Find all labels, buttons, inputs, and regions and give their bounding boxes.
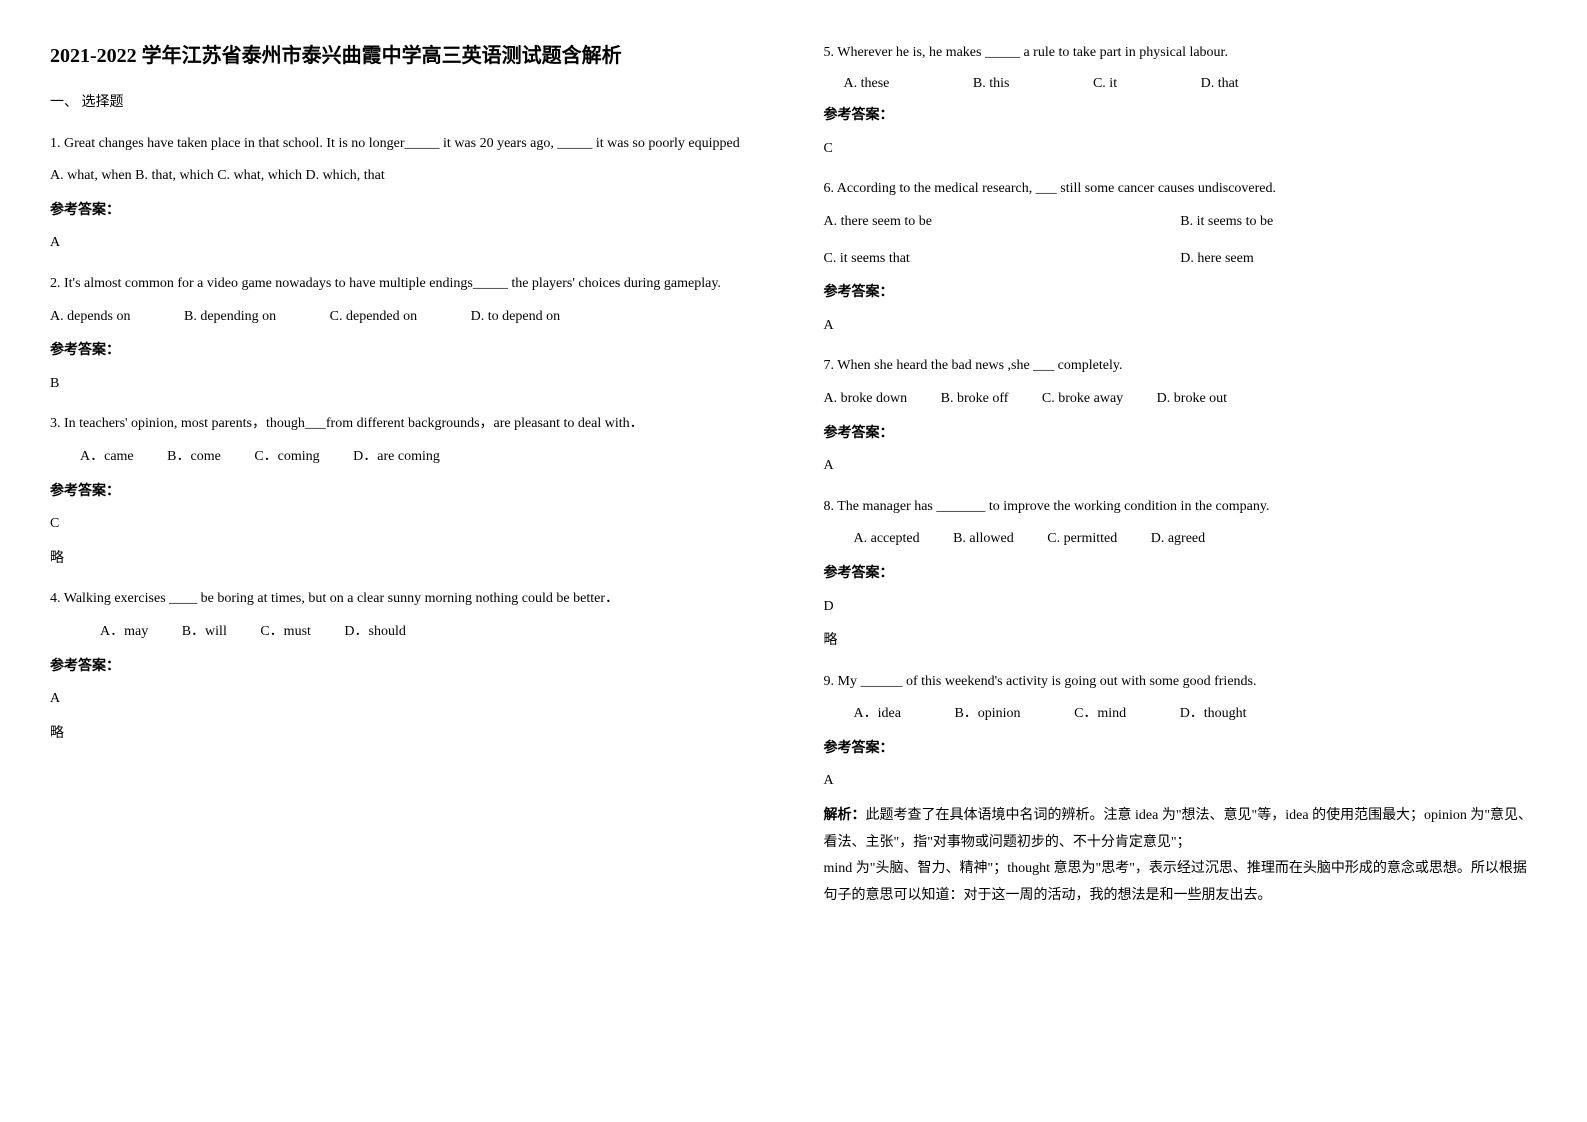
answer-label: 参考答案： — [824, 736, 1538, 763]
q3-text: 3. In teachers' opinion, most parents，th… — [50, 411, 764, 438]
q9-optB: B．opinion — [954, 701, 1020, 728]
q4-optD: D．should — [344, 619, 405, 646]
q6-optA: A. there seem to be — [824, 209, 1181, 236]
section-heading: 一、 选择题 — [50, 90, 764, 117]
q5-optA: A. these — [844, 71, 890, 98]
q4-optC: C．must — [260, 619, 311, 646]
left-column: 2021-2022 学年江苏省泰州市泰兴曲霞中学高三英语测试题含解析 一、 选择… — [50, 40, 764, 923]
q9-explain2: mind 为"头脑、智力、精神"；thought 意思为"思考"，表示经过沉思、… — [824, 856, 1538, 909]
q4-text: 4. Walking exercises ____ be boring at t… — [50, 586, 764, 613]
question-2: 2. It's almost common for a video game n… — [50, 271, 764, 397]
q9-optD: D．thought — [1180, 701, 1247, 728]
question-1: 1. Great changes have taken place in tha… — [50, 131, 764, 257]
q6-answer: A — [824, 313, 1538, 340]
question-9: 9. My ______ of this weekend's activity … — [824, 669, 1538, 910]
q3-optB: B．come — [167, 444, 221, 471]
question-5: 5. Wherever he is, he makes _____ a rule… — [824, 40, 1538, 162]
q9-text: 9. My ______ of this weekend's activity … — [824, 669, 1538, 696]
q6-text: 6. According to the medical research, __… — [824, 176, 1538, 203]
q2-optC: C. depended on — [330, 304, 417, 331]
q1-options: A. what, when B. that, which C. what, wh… — [50, 163, 764, 190]
answer-label: 参考答案： — [824, 421, 1538, 448]
q3-abbr: 略 — [50, 546, 764, 573]
answer-label: 参考答案： — [824, 561, 1538, 588]
answer-label: 参考答案： — [50, 198, 764, 225]
q8-optB: B. allowed — [953, 526, 1014, 553]
q9-answer: A — [824, 768, 1538, 795]
q1-text: 1. Great changes have taken place in tha… — [50, 131, 764, 158]
answer-label: 参考答案： — [824, 280, 1538, 307]
q4-answer: A — [50, 686, 764, 713]
q8-text: 8. The manager has _______ to improve th… — [824, 494, 1538, 521]
q7-optB: B. broke off — [941, 386, 1009, 413]
q7-optC: C. broke away — [1042, 386, 1123, 413]
q8-optA: A. accepted — [854, 526, 920, 553]
q6-optC: C. it seems that — [824, 246, 1181, 273]
q8-answer: D — [824, 594, 1538, 621]
q2-optB: B. depending on — [184, 304, 276, 331]
q2-options: A. depends on B. depending on C. depende… — [50, 304, 764, 331]
q5-text: 5. Wherever he is, he makes _____ a rule… — [824, 40, 1538, 67]
answer-label: 参考答案： — [50, 479, 764, 506]
q4-abbr: 略 — [50, 721, 764, 748]
q9-optC: C．mind — [1074, 701, 1126, 728]
q9-explain1-text: 此题考查了在具体语境中名词的辨析。注意 idea 为"想法、意见"等，idea … — [824, 808, 1533, 850]
q8-optD: D. agreed — [1151, 526, 1205, 553]
question-3: 3. In teachers' opinion, most parents，th… — [50, 411, 764, 572]
q4-options: A．may B．will C．must D．should — [50, 619, 764, 646]
q9-explain1: 解析：此题考查了在具体语境中名词的辨析。注意 idea 为"想法、意见"等，id… — [824, 803, 1538, 856]
q5-optD: D. that — [1201, 71, 1239, 98]
q2-answer: B — [50, 371, 764, 398]
q3-optD: D．are coming — [353, 444, 440, 471]
q5-answer: C — [824, 136, 1538, 163]
q2-text: 2. It's almost common for a video game n… — [50, 271, 764, 298]
q7-optA: A. broke down — [824, 386, 908, 413]
q8-options: A. accepted B. allowed C. permitted D. a… — [824, 526, 1538, 553]
q5-options: A. these B. this C. it D. that — [844, 71, 1538, 98]
q8-optC: C. permitted — [1047, 526, 1117, 553]
q7-optD: D. broke out — [1157, 386, 1227, 413]
q7-options: A. broke down B. broke off C. broke away… — [824, 386, 1538, 413]
q6-optB: B. it seems to be — [1180, 209, 1537, 236]
q5-container: A. these B. this C. it D. that — [824, 71, 1538, 98]
q7-answer: A — [824, 453, 1538, 480]
question-4: 4. Walking exercises ____ be boring at t… — [50, 586, 764, 747]
answer-label: 参考答案： — [50, 654, 764, 681]
answer-label: 参考答案： — [50, 338, 764, 365]
q1-answer: A — [50, 230, 764, 257]
explain-label: 解析： — [824, 808, 866, 823]
q5-optB: B. this — [973, 71, 1010, 98]
q3-optC: C．coming — [254, 444, 319, 471]
q3-optA: A．came — [80, 444, 134, 471]
q5-optC: C. it — [1093, 71, 1117, 98]
q3-answer: C — [50, 511, 764, 538]
q7-text: 7. When she heard the bad news ,she ___ … — [824, 353, 1538, 380]
q4-optB: B．will — [182, 619, 227, 646]
question-8: 8. The manager has _______ to improve th… — [824, 494, 1538, 655]
q2-optD: D. to depend on — [471, 304, 560, 331]
q6-optD: D. here seem — [1180, 246, 1537, 273]
question-7: 7. When she heard the bad news ,she ___ … — [824, 353, 1538, 479]
document-title: 2021-2022 学年江苏省泰州市泰兴曲霞中学高三英语测试题含解析 — [50, 40, 764, 72]
q2-optA: A. depends on — [50, 304, 131, 331]
q9-optA: A．idea — [854, 701, 901, 728]
answer-label: 参考答案： — [824, 103, 1538, 130]
q4-optA: A．may — [100, 619, 148, 646]
right-column: 5. Wherever he is, he makes _____ a rule… — [824, 40, 1538, 923]
q9-options: A．idea B．opinion C．mind D．thought — [824, 701, 1538, 728]
page-container: 2021-2022 学年江苏省泰州市泰兴曲霞中学高三英语测试题含解析 一、 选择… — [50, 40, 1537, 923]
q3-options: A．came B．come C．coming D．are coming — [50, 444, 764, 471]
q8-abbr: 略 — [824, 628, 1538, 655]
question-6: 6. According to the medical research, __… — [824, 176, 1538, 339]
q6-options: A. there seem to be B. it seems to be C.… — [824, 209, 1538, 272]
